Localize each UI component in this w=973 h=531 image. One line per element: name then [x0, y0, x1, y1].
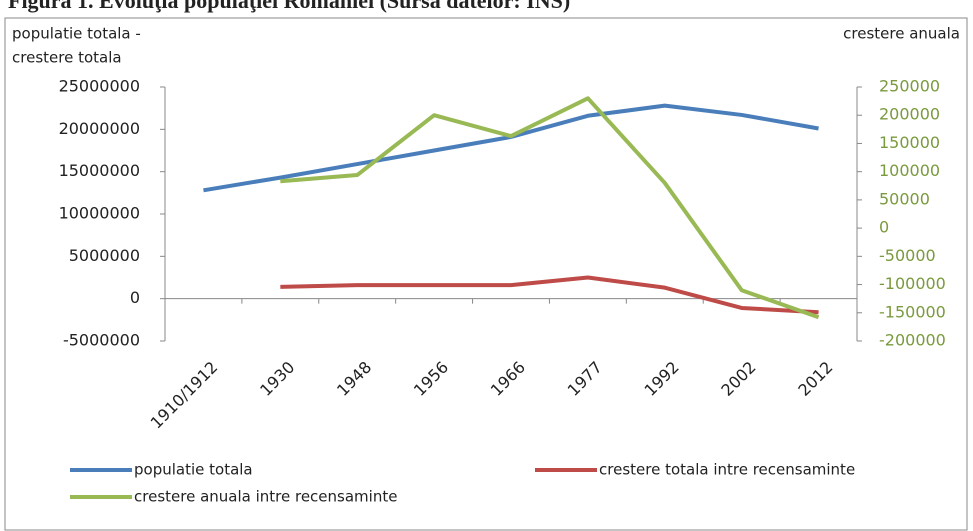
y-axis-label: populatie totala -	[12, 25, 141, 43]
y2-tick-label: -50000	[879, 246, 936, 265]
y-tick-label: 15000000	[59, 161, 140, 180]
y2-tick-label: -200000	[879, 331, 946, 350]
y2-tick-label: 150000	[879, 133, 940, 152]
series-line	[280, 96, 820, 320]
series-line	[280, 275, 819, 315]
y2-tick-label: 50000	[879, 189, 930, 208]
y2-axis-label: crestere anuala	[843, 25, 960, 43]
y-tick-label: 20000000	[59, 119, 140, 138]
x-tick-label: 1977	[564, 358, 606, 400]
y2-tick-label: 250000	[879, 77, 940, 96]
y-tick-label: 5000000	[69, 246, 140, 265]
y-tick-label: -5000000	[63, 331, 140, 350]
y2-tick-label: -100000	[879, 274, 946, 293]
x-tick-label: 2002	[717, 358, 759, 400]
legend-label: crestere totala intre recensaminte	[599, 461, 855, 479]
y2-tick-label: -150000	[879, 302, 946, 321]
y-axis-label: crestere totala	[12, 49, 122, 67]
series-line	[203, 103, 819, 193]
x-tick-label: 1992	[641, 358, 683, 400]
x-tick-label: 1966	[487, 358, 529, 400]
y-tick-label: 0	[130, 288, 140, 307]
x-tick-label: 1910/1912	[147, 358, 222, 433]
y-tick-label: 10000000	[59, 204, 140, 223]
y2-tick-label: 0	[879, 218, 889, 237]
chart-title: Figura 1. Evoluţia populaţiei României (…	[8, 0, 570, 13]
x-tick-label: 1956	[410, 358, 452, 400]
y2-tick-label: 100000	[879, 161, 940, 180]
x-tick-label: 2012	[794, 358, 836, 400]
y-tick-label: 25000000	[59, 77, 140, 96]
x-tick-label: 1930	[256, 358, 298, 400]
legend-label: populatie totala	[134, 461, 253, 479]
y2-tick-label: 200000	[879, 105, 940, 124]
x-tick-label: 1948	[333, 358, 375, 400]
chart-frame	[4, 17, 968, 531]
legend	[11, 445, 963, 517]
legend-label: crestere anuala intre recensaminte	[134, 488, 397, 506]
